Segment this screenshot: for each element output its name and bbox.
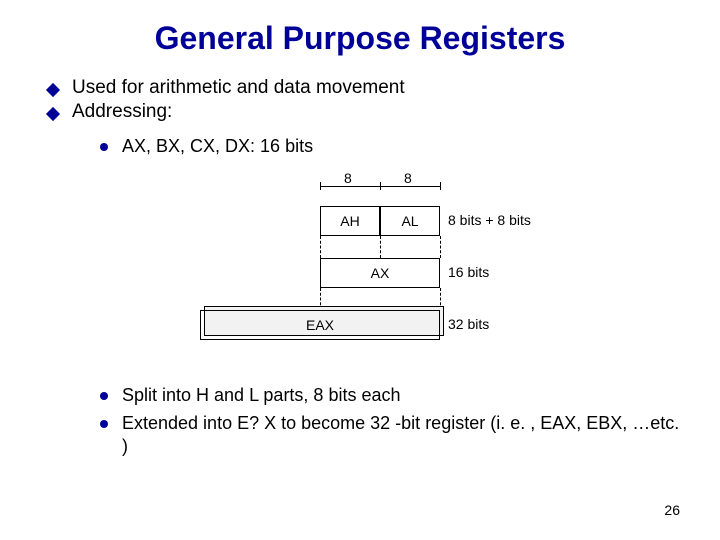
bullet-text: Used for arithmetic and data movement: [72, 77, 405, 99]
bullet-text: Addressing:: [72, 101, 172, 123]
sub-bullets-bottom: Split into H and L parts, 8 bits each Ex…: [100, 384, 680, 458]
ah-box: AH: [320, 206, 380, 236]
dim-tick: [440, 182, 441, 190]
sub-bullets-top: AX, BX, CX, DX: 16 bits: [100, 135, 680, 158]
diamond-icon: [46, 107, 60, 121]
dim-label-8l: 8: [344, 170, 352, 186]
sub-item: AX, BX, CX, DX: 16 bits: [100, 135, 680, 158]
diamond-icon: [46, 83, 60, 97]
dim-line: [380, 186, 440, 187]
register-diagram: 8 8 AH AL 8 bits + 8 bits AX 16 bits EAX…: [200, 176, 640, 366]
dim-line: [320, 186, 380, 187]
bullet-item: Used for arithmetic and data movement: [40, 77, 680, 99]
al-box: AL: [380, 206, 440, 236]
ahal-caption: 8 bits + 8 bits: [448, 212, 531, 228]
bullet-item: Addressing:: [40, 101, 680, 123]
page-number: 26: [664, 502, 680, 518]
dot-icon: [100, 143, 108, 151]
page-title: General Purpose Registers: [40, 20, 680, 57]
eax-box: EAX: [200, 310, 440, 340]
main-bullets: Used for arithmetic and data movement Ad…: [40, 77, 680, 123]
ax-box: AX: [320, 258, 440, 288]
sub-item: Extended into E? X to become 32 -bit reg…: [100, 412, 680, 459]
vdash: [320, 236, 321, 258]
dot-icon: [100, 392, 108, 400]
sub-item: Split into H and L parts, 8 bits each: [100, 384, 680, 407]
dot-icon: [100, 420, 108, 428]
eax-caption: 32 bits: [448, 316, 489, 332]
vdash: [440, 236, 441, 258]
vdash: [380, 236, 381, 258]
dim-label-8r: 8: [404, 170, 412, 186]
sub-text: Extended into E? X to become 32 -bit reg…: [122, 412, 680, 459]
ax-caption: 16 bits: [448, 264, 489, 280]
sub-text: AX, BX, CX, DX: 16 bits: [122, 135, 313, 158]
sub-text: Split into H and L parts, 8 bits each: [122, 384, 401, 407]
